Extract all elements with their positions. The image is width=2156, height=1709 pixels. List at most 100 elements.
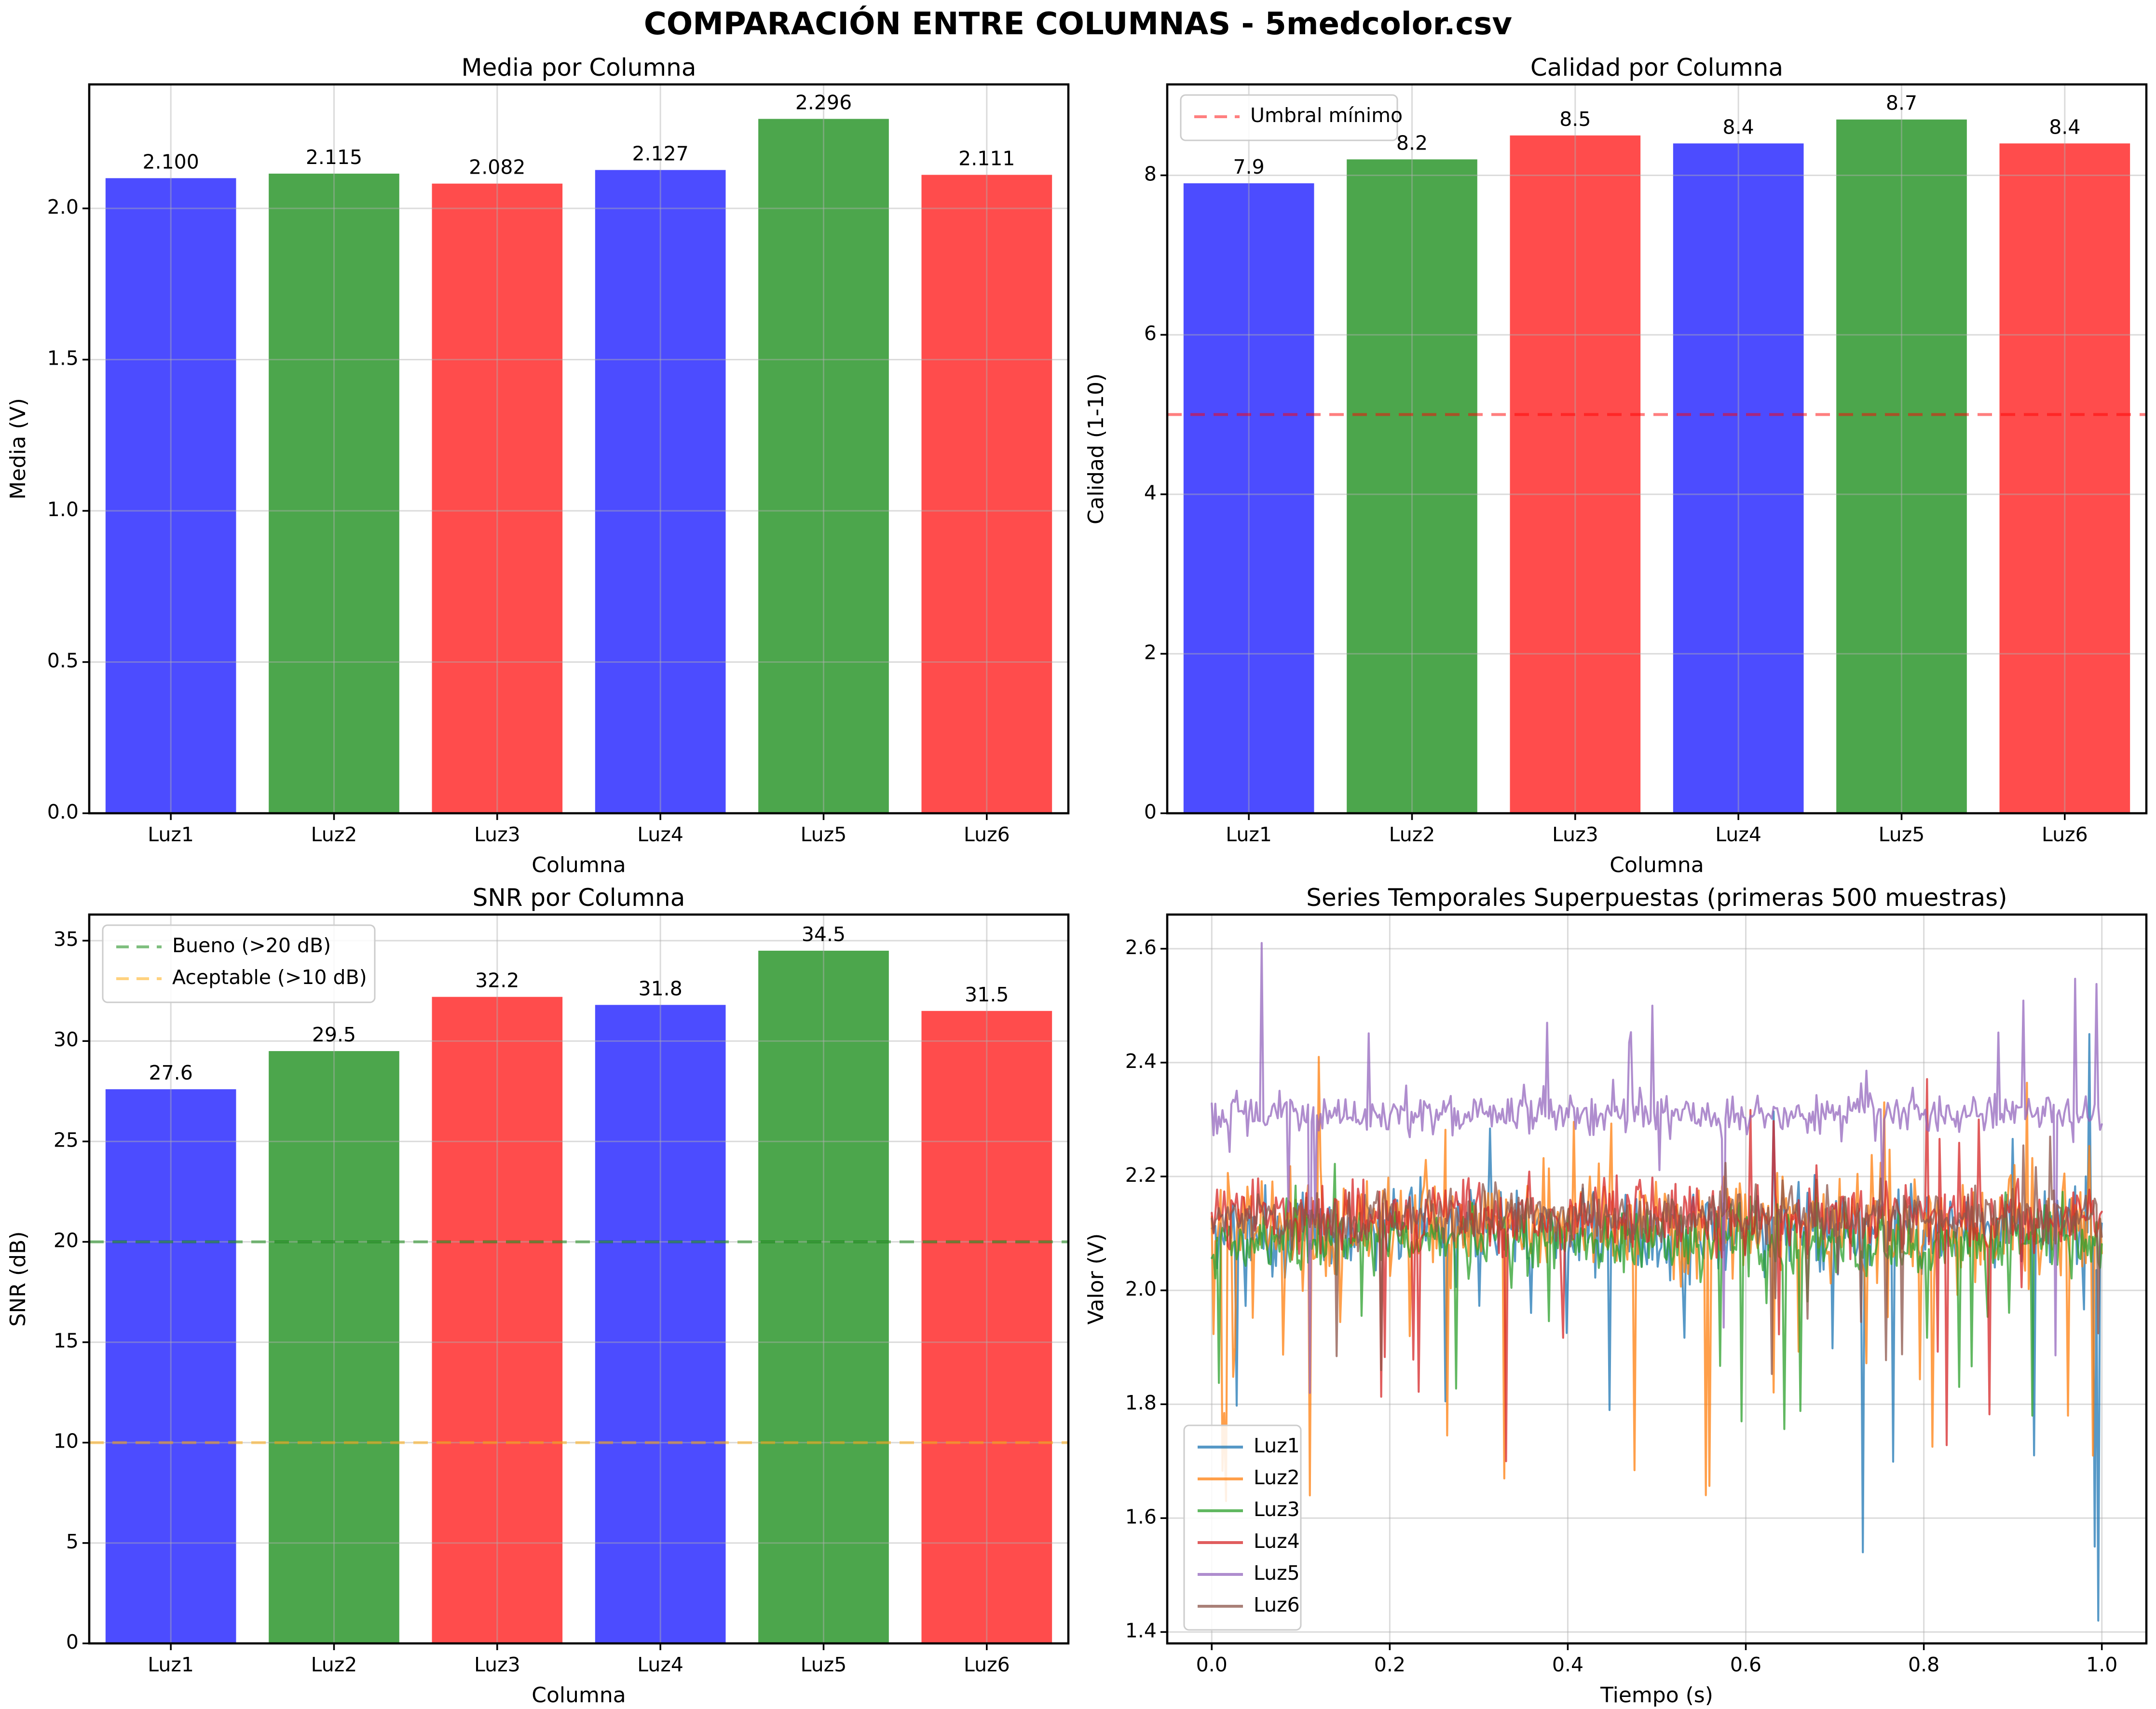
bar-luz4 xyxy=(1673,143,1804,814)
svg-text:Luz5: Luz5 xyxy=(801,823,847,846)
svg-text:6: 6 xyxy=(1144,322,1157,345)
svg-text:1.5: 1.5 xyxy=(47,347,79,370)
legend-label: Luz4 xyxy=(1254,1530,1300,1553)
svg-text:Luz2: Luz2 xyxy=(1389,823,1435,846)
svg-text:5: 5 xyxy=(66,1530,79,1553)
legend: Luz1 Luz2 Luz3 Luz4 Luz5 Luz6 xyxy=(1183,1424,1302,1631)
svg-text:0: 0 xyxy=(1144,800,1157,823)
y-axis-ticks: 0 5 10 15 20 25 30 35 xyxy=(54,928,89,1654)
svg-text:32.2: 32.2 xyxy=(475,969,519,992)
svg-text:4: 4 xyxy=(1144,481,1157,505)
panel-calidad: 7.9 8.2 8.5 8.4 8.7 8.4 Luz1 Luz2 Luz3 Luz4 Luz5 Lu… xyxy=(1078,48,2156,878)
series-line-luz6 xyxy=(1211,1135,2103,1375)
svg-text:2.2: 2.2 xyxy=(1125,1163,1157,1187)
svg-text:Luz4: Luz4 xyxy=(637,823,683,846)
axes-spines xyxy=(1166,83,2148,815)
bars xyxy=(105,950,1052,1643)
svg-text:Luz3: Luz3 xyxy=(474,1653,520,1676)
svg-text:2.296: 2.296 xyxy=(795,91,852,114)
svg-text:35: 35 xyxy=(54,928,79,951)
svg-text:2.082: 2.082 xyxy=(469,156,525,179)
svg-text:0.2: 0.2 xyxy=(1374,1653,1405,1676)
svg-text:Luz1: Luz1 xyxy=(148,823,194,846)
svg-text:2.111: 2.111 xyxy=(958,147,1015,170)
svg-text:27.6: 27.6 xyxy=(149,1061,193,1084)
legend-label: Luz1 xyxy=(1254,1434,1300,1457)
grid-lines xyxy=(89,84,1068,813)
panel-series-temporales: 0.0 0.2 0.4 0.6 0.8 1.0 Series Temporales Supe… xyxy=(1078,878,2156,1709)
svg-text:2.0: 2.0 xyxy=(1125,1277,1157,1300)
svg-text:2.0: 2.0 xyxy=(47,195,79,219)
svg-text:2.100: 2.100 xyxy=(142,150,199,173)
bar-value-labels: 7.9 8.2 8.5 8.4 8.7 8.4 xyxy=(1233,92,2081,178)
bar-luz4 xyxy=(595,170,726,813)
y-axis-label: Media (V) xyxy=(6,398,30,500)
svg-text:31.5: 31.5 xyxy=(965,983,1009,1006)
svg-text:Luz6: Luz6 xyxy=(2042,823,2088,846)
svg-text:0.0: 0.0 xyxy=(47,800,79,823)
bar-luz5 xyxy=(1836,119,1967,813)
bar-luz2 xyxy=(1347,159,1477,814)
grid-lines xyxy=(1167,84,2146,813)
series-temporales-line-chart: 0.0 0.2 0.4 0.6 0.8 1.0 Series Temporales Supe… xyxy=(1084,884,2148,1708)
bar-luz6 xyxy=(921,1011,1052,1643)
chart-title: Calidad por Columna xyxy=(1530,54,1783,82)
bar-value-labels: 27.6 29.5 32.2 31.8 34.5 31.5 xyxy=(149,923,1009,1084)
svg-text:2.127: 2.127 xyxy=(632,142,688,165)
svg-text:31.8: 31.8 xyxy=(639,977,682,1000)
svg-text:Luz1: Luz1 xyxy=(148,1653,194,1676)
legend-label: Luz3 xyxy=(1254,1498,1300,1521)
svg-text:30: 30 xyxy=(54,1028,79,1051)
svg-text:1.8: 1.8 xyxy=(1125,1391,1157,1414)
bar-luz2 xyxy=(269,173,399,813)
svg-text:0: 0 xyxy=(66,1630,79,1654)
svg-text:15: 15 xyxy=(54,1329,79,1353)
bar-luz5 xyxy=(758,950,889,1643)
x-axis-ticks: Luz1 Luz2 Luz3 Luz4 Luz5 Luz6 xyxy=(148,813,1010,846)
legend-label: Umbral mínimo xyxy=(1250,104,1403,127)
axes-spines xyxy=(1166,913,2148,1645)
svg-text:8.7: 8.7 xyxy=(1886,92,1917,115)
x-axis-label: Tiempo (s) xyxy=(1600,1683,1713,1708)
panel-media: 2.100 2.115 2.082 2.127 2.296 2.111 Luz1 Luz2 Lu… xyxy=(0,48,1078,878)
y-axis-ticks: 0.0 0.5 1.0 1.5 2.0 xyxy=(47,195,89,823)
bars xyxy=(105,119,1052,814)
svg-text:8.4: 8.4 xyxy=(2049,115,2080,138)
y-axis-label: SNR (dB) xyxy=(6,1231,30,1327)
svg-text:Luz5: Luz5 xyxy=(801,1653,847,1676)
bar-luz1 xyxy=(1183,183,1314,814)
svg-text:25: 25 xyxy=(54,1128,79,1151)
y-axis-label: Calidad (1-10) xyxy=(1084,373,1108,524)
bar-luz4 xyxy=(595,1005,726,1643)
svg-text:0.5: 0.5 xyxy=(47,649,79,672)
svg-text:10: 10 xyxy=(54,1430,79,1453)
svg-text:Luz1: Luz1 xyxy=(1226,823,1272,846)
svg-text:0.0: 0.0 xyxy=(1196,1653,1228,1676)
svg-text:2.6: 2.6 xyxy=(1125,936,1157,959)
bars xyxy=(1183,119,2130,814)
y-axis-ticks: 0 2 4 6 8 xyxy=(1144,162,1167,823)
legend: Bueno (>20 dB) Aceptable (>10 dB) xyxy=(102,924,376,1003)
svg-text:34.5: 34.5 xyxy=(802,923,846,946)
svg-text:1.4: 1.4 xyxy=(1125,1619,1157,1642)
x-axis-label: Columna xyxy=(532,853,626,877)
svg-text:Luz4: Luz4 xyxy=(1715,823,1761,846)
svg-text:Luz3: Luz3 xyxy=(1552,823,1598,846)
svg-text:20: 20 xyxy=(54,1229,79,1252)
svg-text:29.5: 29.5 xyxy=(312,1023,356,1046)
legend-label: Luz2 xyxy=(1254,1466,1300,1489)
svg-text:Luz2: Luz2 xyxy=(311,1653,357,1676)
series-line-luz5 xyxy=(1211,942,2103,1394)
svg-text:Luz5: Luz5 xyxy=(1879,823,1925,846)
svg-text:Luz3: Luz3 xyxy=(474,823,520,846)
x-axis-ticks: Luz1 Luz2 Luz3 Luz4 Luz5 Luz6 xyxy=(1226,813,2088,846)
svg-text:1.0: 1.0 xyxy=(2086,1653,2117,1676)
svg-text:8.4: 8.4 xyxy=(1723,115,1754,138)
svg-text:0.4: 0.4 xyxy=(1552,1653,1583,1676)
bar-luz6 xyxy=(921,175,1052,813)
snr-bar-chart: 27.6 29.5 32.2 31.8 34.5 31.5 Luz1 Luz2 Luz3 Luz4… xyxy=(6,884,1070,1708)
svg-text:8: 8 xyxy=(1144,162,1157,185)
axes-spines xyxy=(88,83,1070,815)
svg-text:Luz6: Luz6 xyxy=(964,823,1010,846)
axes-spines xyxy=(88,913,1070,1645)
